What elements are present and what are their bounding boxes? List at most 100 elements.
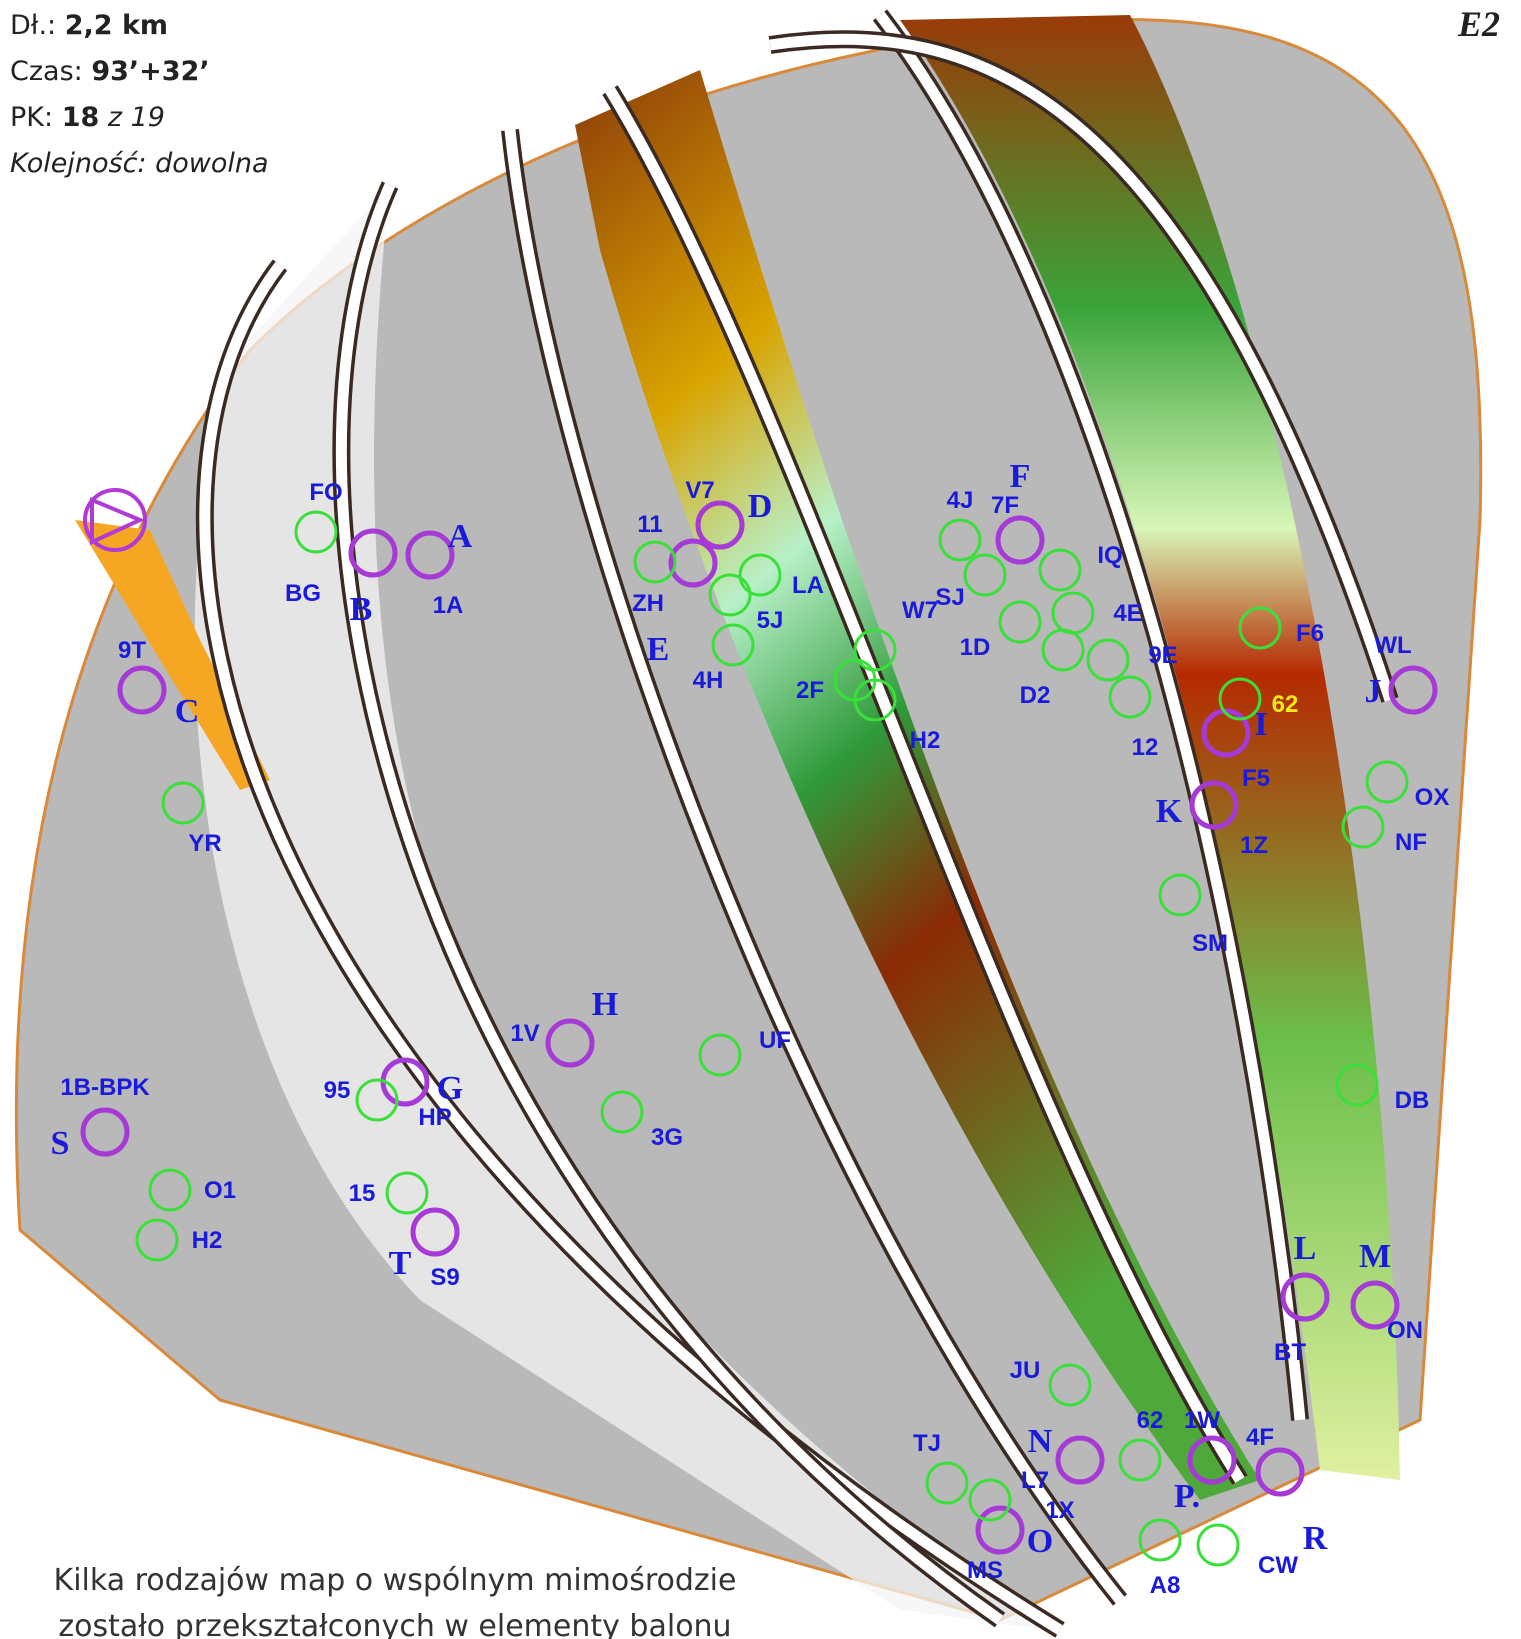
control-circle: [975, 1505, 1025, 1555]
control-code: HP: [418, 1104, 451, 1131]
decoy-code: W7: [902, 597, 938, 624]
control-circle: [1350, 1280, 1400, 1330]
decoy-circle: [925, 1461, 969, 1505]
decoy-code: 62: [1272, 691, 1299, 718]
control-letter: A: [448, 518, 473, 555]
control-code: ON: [1387, 1317, 1423, 1344]
control-circle: [1280, 1272, 1330, 1322]
control-letter: J: [1365, 673, 1382, 710]
control-letter: G: [437, 1070, 463, 1107]
control-letter: D: [748, 488, 773, 525]
control-letter: B: [350, 591, 373, 628]
decoy-code: 4H: [693, 667, 724, 694]
control-circle: [117, 665, 167, 715]
decoy-circle: [1108, 675, 1152, 719]
time-value: 93’+32’: [91, 56, 209, 87]
decoy-circle: [161, 781, 205, 825]
decoy-circle: [1086, 638, 1130, 682]
control-letter: C: [175, 693, 200, 730]
decoy-code: F6: [1296, 620, 1324, 647]
footer-line: Kilka rodzajów map o wspólnym mimośrodzi…: [54, 1563, 737, 1598]
control-code: S9: [430, 1264, 459, 1291]
decoy-code: L7: [1021, 1467, 1049, 1494]
decoy-code: D2: [1020, 682, 1051, 709]
decoy-circle: [968, 1478, 1012, 1522]
decoy-code: 1D: [960, 634, 991, 661]
control-circle: [1388, 665, 1438, 715]
decoy-circle: [1118, 1438, 1162, 1482]
controls-count: PK: 18 z 19: [10, 102, 165, 133]
control-letter: F: [1010, 458, 1031, 495]
control-letter: S: [51, 1125, 70, 1162]
decoy-circle: [1196, 1523, 1240, 1567]
control-letter: I: [1254, 706, 1267, 743]
decoy-circle: [938, 518, 982, 562]
control-circle: [695, 500, 745, 550]
decoy-circle: [1048, 1363, 1092, 1407]
control-circle: [1255, 1447, 1305, 1497]
controls-found: 18: [62, 102, 100, 133]
control-circle: [668, 538, 718, 588]
decoy-circle: [148, 1168, 192, 1212]
decoy-code: H2: [192, 1227, 223, 1254]
decoy-circle: [708, 573, 752, 617]
control-letter: L: [1294, 1230, 1317, 1267]
control-circle: [1187, 1435, 1237, 1485]
decoy-circle: [1365, 760, 1409, 804]
map-area: [194, 185, 1050, 1630]
decoy-code: TJ: [913, 1430, 941, 1457]
decoy-circle: [711, 623, 755, 667]
control-code: 4F: [1246, 1424, 1274, 1451]
decoy-code: O1: [204, 1177, 236, 1204]
control-code: 7F: [991, 492, 1019, 519]
decoy-circle: [600, 1090, 644, 1134]
control-code: 9T: [118, 637, 146, 664]
decoy-circle: [738, 553, 782, 597]
start-triangle: [90, 497, 145, 546]
decoy-code: LA: [792, 572, 824, 599]
decoy-circle: [963, 553, 1007, 597]
decoy-circle: [633, 540, 677, 584]
decoy-code: 3G: [651, 1124, 683, 1151]
control-code: BG: [285, 580, 321, 607]
gore-lines: [195, 9, 1399, 1638]
decoy-code: 12: [1132, 734, 1159, 761]
control-code: 1Z: [1240, 832, 1268, 859]
control-letter: N: [1028, 1423, 1053, 1460]
decoy-circle: [1041, 628, 1085, 672]
decoy-code: 9E: [1148, 642, 1177, 669]
decoy-code: 4J: [947, 487, 974, 514]
time: Czas: 93’+32’: [10, 56, 210, 87]
lidar-gore-2: [900, 15, 1400, 1480]
decoy-circle: [294, 510, 338, 554]
distance-label: Dł.:: [10, 10, 56, 41]
orange-area: [75, 520, 270, 790]
decoy-code: JU: [1010, 1357, 1041, 1384]
decoy-circle: [998, 600, 1042, 644]
control-letter: M: [1359, 1238, 1391, 1275]
decoy-code: 4E: [1113, 600, 1142, 627]
decoy-code: 95: [324, 1077, 351, 1104]
control-code: WL: [1374, 632, 1411, 659]
control-code: 1V: [510, 1020, 539, 1047]
control-code: 1X: [1045, 1497, 1074, 1524]
gore-gap: [199, 261, 1063, 1635]
decoy-code: 11: [637, 511, 662, 538]
gore-gap: [335, 182, 1004, 1625]
control-circle: [545, 1018, 595, 1068]
decoy-code: 2F: [796, 677, 824, 704]
decoy-circle: [853, 628, 897, 672]
control-circle: [1189, 780, 1239, 830]
footer-line: zostało przekształconych w elementy balo…: [58, 1609, 731, 1639]
control-code: BT: [1274, 1339, 1306, 1366]
control-circle: [1055, 1435, 1105, 1485]
decoy-code: NF: [1395, 829, 1427, 856]
control-circle: [410, 1207, 460, 1257]
control-circle: [405, 530, 455, 580]
decoy-code: 5J: [757, 607, 784, 634]
decoy-code: A8: [1150, 1572, 1181, 1599]
controls-label: PK:: [10, 102, 53, 133]
control-letter: P.: [1174, 1478, 1200, 1515]
control-code: F5: [1242, 765, 1270, 792]
